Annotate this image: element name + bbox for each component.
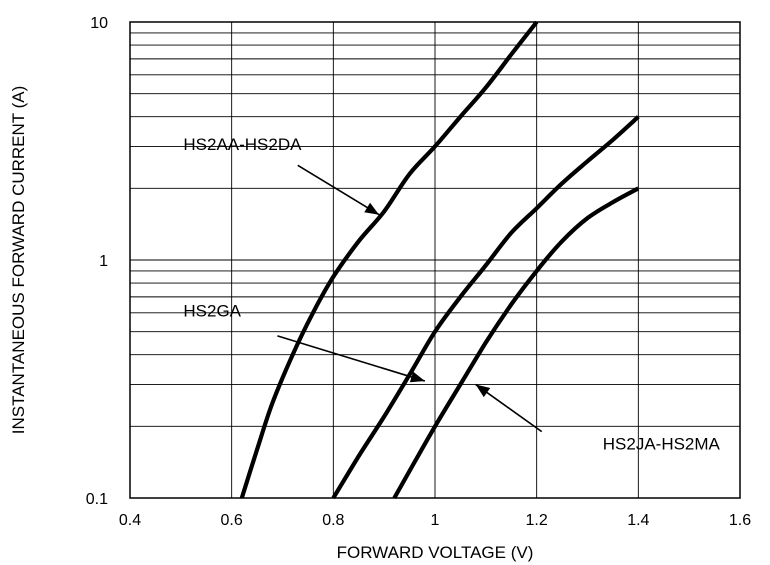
series-line-hs2ga xyxy=(331,115,640,500)
y-tick-label: 1 xyxy=(99,253,108,270)
x-tick-label: 1.2 xyxy=(526,512,548,529)
plot-frame xyxy=(129,21,741,499)
x-tick-label: 0.4 xyxy=(119,512,141,529)
leader-line-hs2aa-hs2da xyxy=(297,164,380,216)
series-label-hs2ga: HS2GA xyxy=(183,301,241,320)
x-axis-label: FORWARD VOLTAGE (V) xyxy=(337,543,534,562)
series-curves xyxy=(239,20,640,500)
arrowhead-hs2aa-hs2da xyxy=(364,202,380,215)
series-label-hs2ja-hs2ma: HS2JA-HS2MA xyxy=(603,434,721,453)
x-tick-label: 1.6 xyxy=(729,512,751,529)
series-label-hs2aa-hs2da: HS2AA-HS2DA xyxy=(183,135,302,154)
tick-labels: 0.4 0.6 0.8 1 1.2 1.4 1.6 0.1 1 10 xyxy=(86,15,751,529)
y-axis-label: INSTANTANEOUS FORWARD CURRENT (A) xyxy=(9,86,28,435)
y-tick-label: 10 xyxy=(90,15,108,32)
leader-line-hs2ga xyxy=(277,335,426,382)
x-tick-label: 0.6 xyxy=(221,512,243,529)
x-tick-label: 0.8 xyxy=(322,512,344,529)
grid xyxy=(130,22,740,498)
series-annotations: HS2AA-HS2DA HS2GA HS2JA-HS2MA xyxy=(183,135,720,453)
arrowhead-hs2ga xyxy=(409,371,425,383)
series-line-hs2aa-hs2da xyxy=(239,20,539,499)
y-tick-label: 0.1 xyxy=(86,491,108,508)
x-tick-label: 1.4 xyxy=(627,512,649,529)
x-tick-label: 1 xyxy=(431,512,440,529)
series-line-hs2ja-hs2ma xyxy=(392,186,640,500)
arrowhead-hs2ja-hs2ma xyxy=(475,384,491,398)
